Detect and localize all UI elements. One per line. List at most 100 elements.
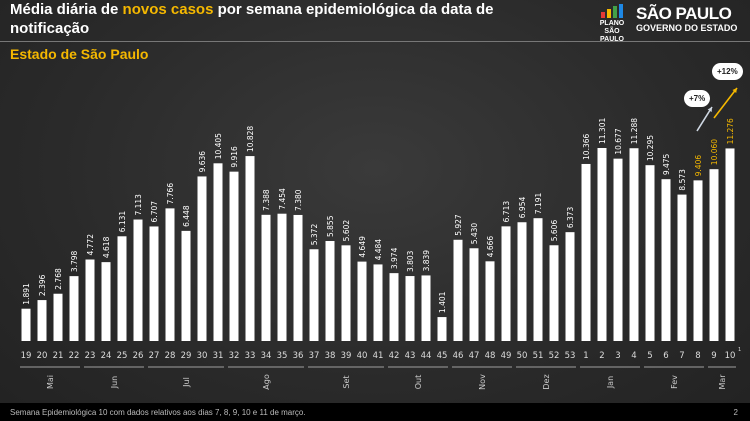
tick-label: 41 bbox=[373, 351, 384, 361]
tick-label: 7 bbox=[679, 351, 684, 361]
footer: Semana Epidemiológica 10 com dados relat… bbox=[0, 403, 750, 421]
data-label: 6.713 bbox=[502, 201, 511, 223]
page-number: 2 bbox=[733, 408, 738, 417]
tick-label: 1 bbox=[583, 351, 588, 361]
bar bbox=[373, 264, 383, 341]
data-label: 3.798 bbox=[70, 250, 79, 272]
bar bbox=[405, 276, 415, 341]
bar bbox=[453, 239, 463, 341]
bar bbox=[469, 248, 479, 341]
tick-label: 53 bbox=[565, 351, 576, 361]
bar bbox=[229, 171, 239, 341]
chart-title: Média diária de novos casos por semana e… bbox=[10, 0, 570, 38]
data-label: 3.974 bbox=[390, 247, 399, 269]
bar bbox=[277, 213, 287, 341]
tick-label: 8 bbox=[695, 351, 700, 361]
tick-label: 45 bbox=[437, 351, 448, 361]
tick-label: 46 bbox=[453, 351, 464, 361]
bar bbox=[629, 148, 639, 341]
data-label: 4.666 bbox=[486, 236, 495, 258]
month-label: Nov bbox=[478, 374, 487, 390]
tick-label: 22 bbox=[69, 351, 80, 361]
data-label: 5.927 bbox=[454, 214, 463, 236]
bar-chart: 1.891192.396202.768213.798224.772234.618… bbox=[20, 87, 741, 390]
bar bbox=[261, 214, 271, 341]
tick-label: 2 bbox=[599, 351, 604, 361]
data-label: 10.677 bbox=[614, 128, 623, 154]
logo: PLANO SÃO PAULO SÃO PAULO GOVERNO DO EST… bbox=[596, 4, 746, 43]
data-label: 6.954 bbox=[518, 197, 527, 219]
tick-label: 51 bbox=[533, 351, 544, 361]
bar bbox=[533, 218, 543, 341]
tick-label: 23 bbox=[85, 351, 96, 361]
data-label: 6.448 bbox=[182, 205, 191, 227]
data-label: 6.707 bbox=[150, 201, 159, 223]
logo-governo: GOVERNO DO ESTADO bbox=[636, 23, 738, 33]
bar bbox=[517, 222, 527, 341]
title-part2: por semana epidemiológica da data de not… bbox=[10, 1, 494, 37]
annotation-badge-12: +12% bbox=[712, 63, 743, 80]
tick-label: 38 bbox=[325, 351, 336, 361]
title-divider bbox=[0, 41, 750, 42]
month-label: Set bbox=[342, 375, 351, 388]
bar bbox=[565, 232, 575, 341]
title-highlight: novos casos bbox=[122, 1, 214, 18]
tick-label: 21 bbox=[53, 351, 64, 361]
data-label: 5.372 bbox=[310, 224, 319, 246]
tick-label: 28 bbox=[165, 351, 176, 361]
data-label: 6.131 bbox=[118, 211, 127, 233]
tick-label: 50 bbox=[517, 351, 528, 361]
bar bbox=[309, 249, 319, 341]
tick-label: 20 bbox=[37, 351, 48, 361]
month-label: Out bbox=[414, 375, 423, 390]
bar bbox=[197, 176, 207, 341]
month-label: Mai bbox=[46, 375, 55, 389]
bar bbox=[501, 226, 511, 341]
bar bbox=[725, 148, 735, 341]
tick-label: 5 bbox=[647, 351, 652, 361]
tick-label: 10 bbox=[725, 351, 736, 361]
data-label: 4.772 bbox=[86, 234, 95, 256]
tick-label: 19 bbox=[21, 351, 32, 361]
data-label: 7.191 bbox=[534, 192, 543, 214]
tick-label: 9 bbox=[711, 351, 716, 361]
bar bbox=[389, 273, 399, 341]
tick-label: 40 bbox=[357, 351, 368, 361]
bar bbox=[437, 317, 447, 341]
data-label: 7.454 bbox=[278, 188, 287, 210]
tick-label: 27 bbox=[149, 351, 160, 361]
footer-note: Semana Epidemiológica 10 com dados relat… bbox=[10, 408, 306, 417]
tick-label: 6 bbox=[663, 351, 668, 361]
tick-label: 34 bbox=[261, 351, 272, 361]
bar bbox=[181, 230, 191, 341]
bar bbox=[581, 163, 591, 341]
arrow-icon-7 bbox=[696, 106, 713, 132]
arrow-icon-12 bbox=[713, 87, 738, 119]
tick-label: 32 bbox=[229, 351, 240, 361]
data-label: 9.916 bbox=[230, 146, 239, 168]
month-label: Fev bbox=[670, 375, 679, 389]
bar bbox=[661, 179, 671, 341]
data-label: 10.828 bbox=[246, 126, 255, 152]
bar bbox=[645, 165, 655, 341]
tick-label: 30 bbox=[197, 351, 208, 361]
bar bbox=[341, 245, 351, 341]
data-label: 1.891 bbox=[22, 283, 31, 305]
tick-label: 43 bbox=[405, 351, 416, 361]
month-label: Ago bbox=[262, 374, 271, 390]
month-label: Mar bbox=[718, 374, 727, 390]
bar bbox=[213, 163, 223, 341]
data-label: 8.573 bbox=[678, 169, 687, 191]
tick-label: 29 bbox=[181, 351, 192, 361]
tick-label: 47 bbox=[469, 351, 480, 361]
data-label: 11.276 bbox=[726, 118, 735, 144]
data-label: 10.366 bbox=[582, 133, 591, 159]
month-label: Dez bbox=[542, 374, 551, 389]
bar bbox=[37, 300, 47, 341]
bar bbox=[357, 261, 367, 341]
data-label: 5.855 bbox=[326, 215, 335, 237]
tick-label: 3 bbox=[615, 351, 620, 361]
bar bbox=[69, 276, 79, 341]
data-label: 3.803 bbox=[406, 250, 415, 272]
bar bbox=[613, 158, 623, 341]
